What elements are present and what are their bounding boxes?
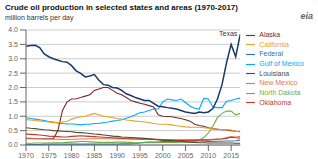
- html-text:Oklahoma: Oklahoma: [259, 98, 292, 106]
- svg-text:2.5: 2.5: [8, 70, 18, 77]
- svg-text:1.5: 1.5: [8, 98, 18, 105]
- svg-text:2005: 2005: [178, 152, 194, 159]
- html-text:eia: eia: [300, 11, 313, 21]
- svg-text:1975: 1975: [41, 152, 57, 159]
- svg-text:1970: 1970: [18, 152, 34, 159]
- svg-text:1980: 1980: [64, 152, 80, 159]
- svg-text:Texas: Texas: [219, 30, 238, 37]
- html-text:Federal: Federal: [259, 50, 283, 58]
- svg-text:3.5: 3.5: [8, 41, 18, 48]
- html-text:Louisiana: Louisiana: [259, 69, 290, 77]
- svg-text:1985: 1985: [87, 152, 103, 159]
- svg-text:2000: 2000: [155, 152, 171, 159]
- svg-text:0.0: 0.0: [8, 141, 18, 148]
- html-text:Crude oil production in select: Crude oil production in selected states …: [5, 3, 238, 12]
- svg-text:1995: 1995: [132, 152, 148, 159]
- svg-text:0.5: 0.5: [8, 127, 18, 134]
- svg-text:1990: 1990: [109, 152, 125, 159]
- html-text:California: California: [259, 40, 289, 48]
- svg-text:1.0: 1.0: [8, 113, 18, 120]
- html-text:million barrels per day: million barrels per day: [5, 14, 74, 21]
- html-text:Gulf of Mexico: Gulf of Mexico: [259, 60, 304, 67]
- html-text:New Mexico: New Mexico: [259, 79, 298, 87]
- svg-text:2.0: 2.0: [8, 84, 18, 91]
- svg-text:3.0: 3.0: [8, 55, 18, 62]
- html-text:North Dakota: North Dakota: [259, 88, 301, 96]
- html-text:Alaska: Alaska: [259, 31, 281, 38]
- svg-text:4.0: 4.0: [8, 26, 18, 33]
- svg-text:2010: 2010: [201, 152, 217, 159]
- svg-text:2015: 2015: [223, 152, 239, 159]
